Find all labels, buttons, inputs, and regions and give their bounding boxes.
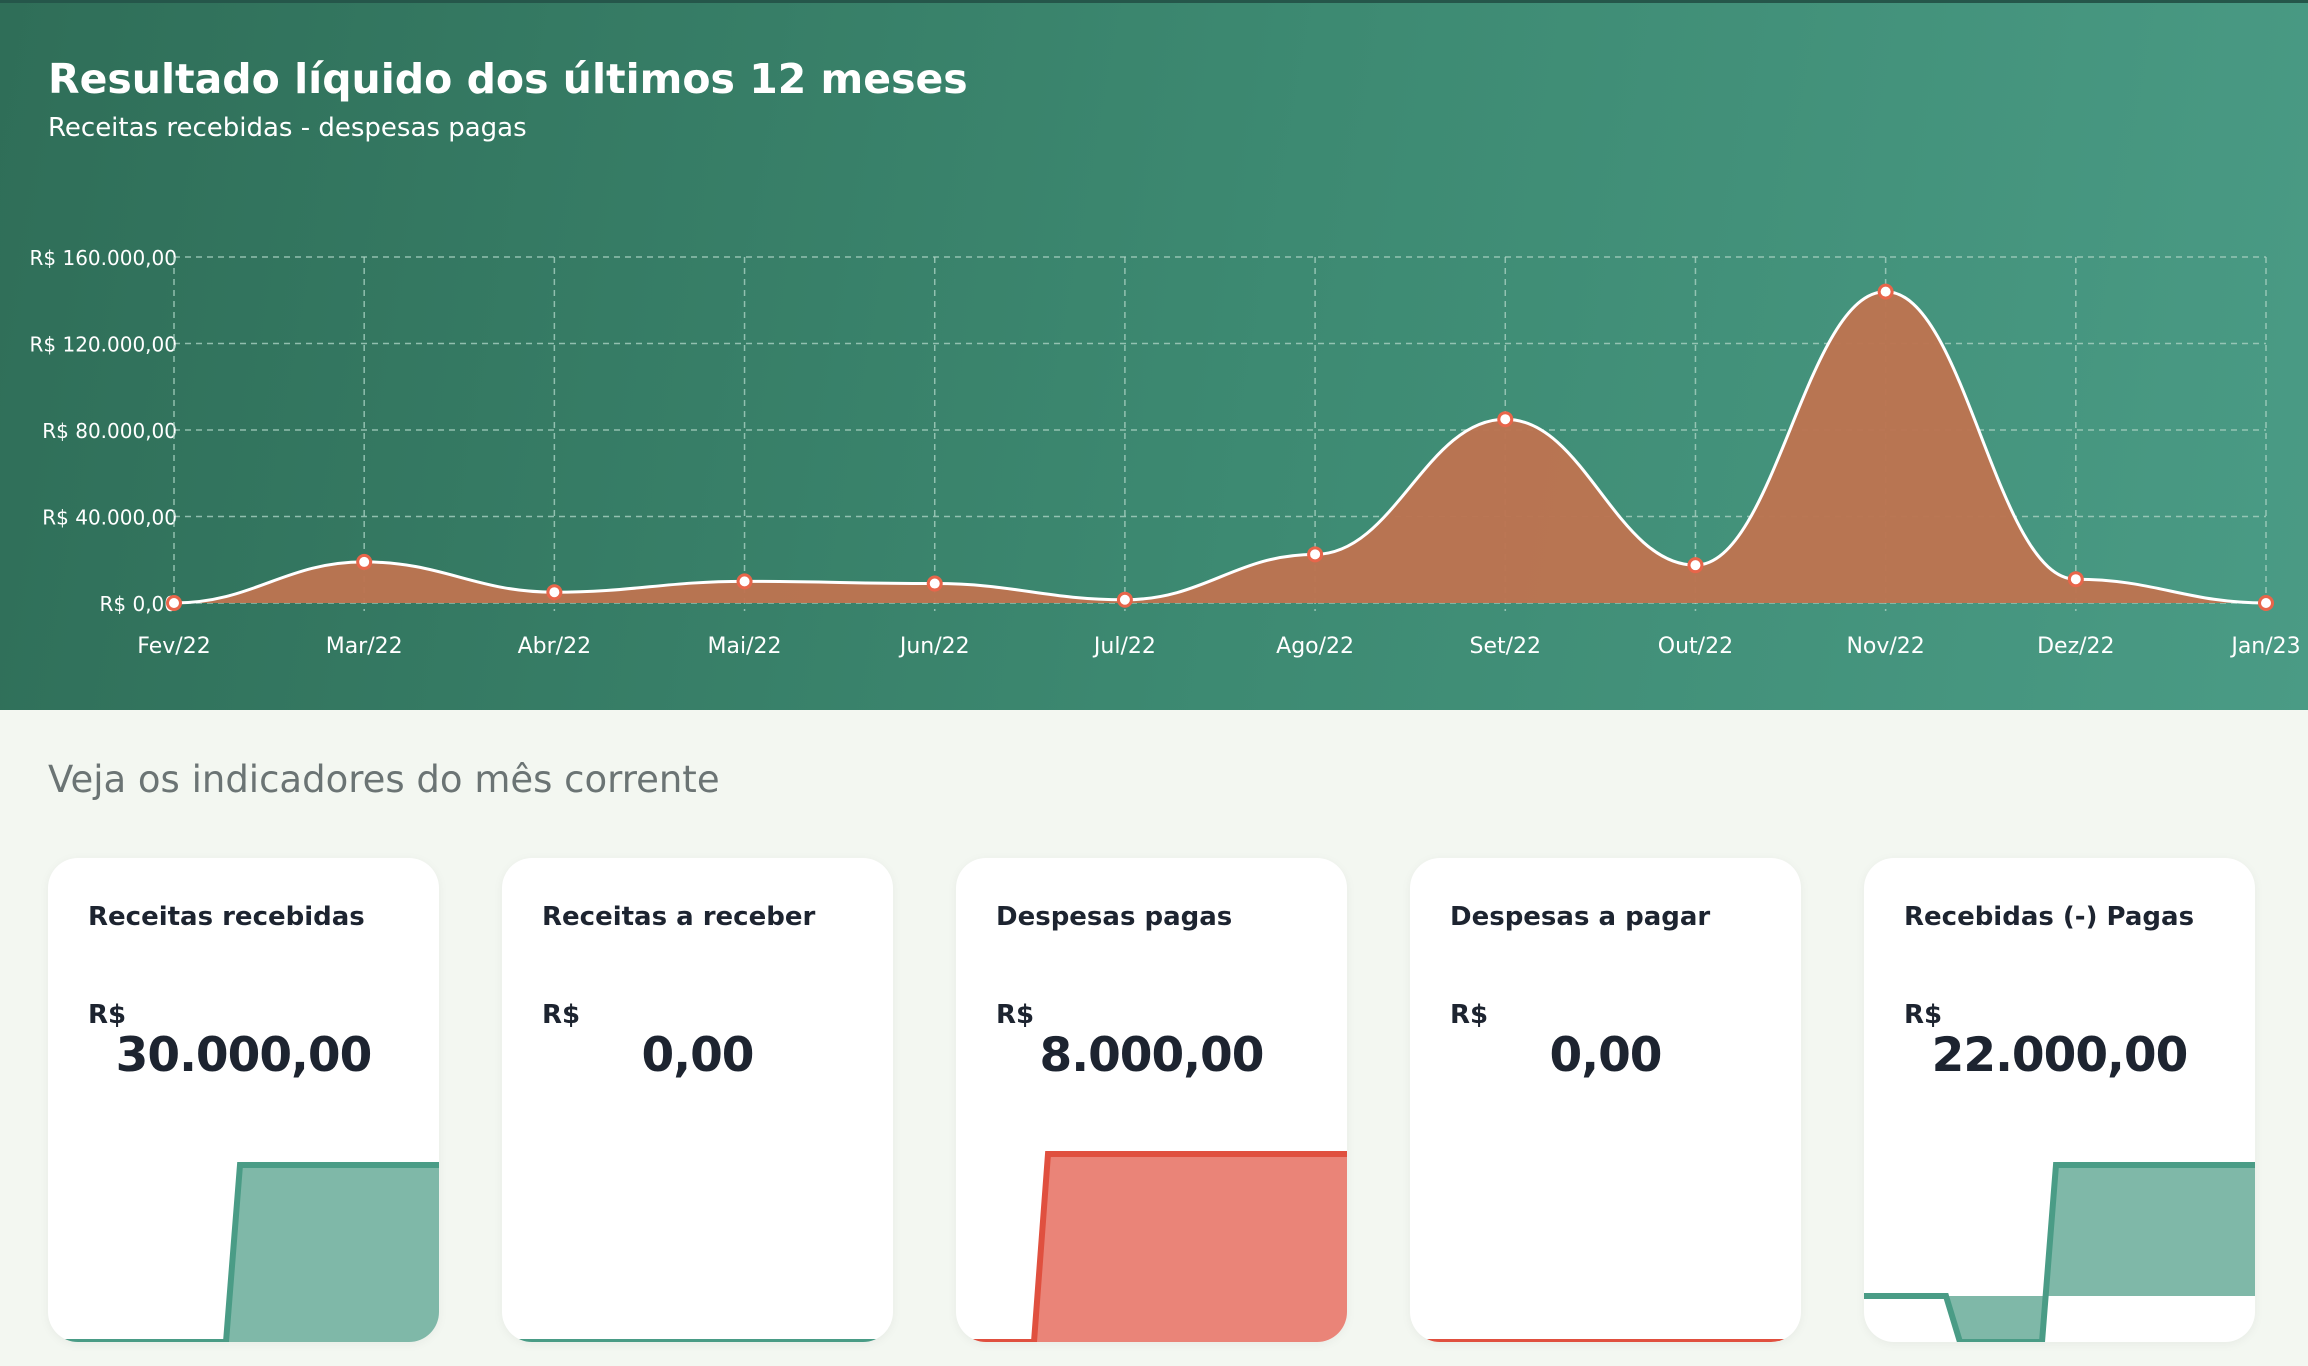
sparkline-area (1864, 1165, 2255, 1342)
card-sparkline (48, 1162, 439, 1342)
data-point (926, 575, 943, 592)
x-tick-label: Jan/23 (2229, 634, 2300, 659)
data-point (2258, 595, 2274, 611)
y-tick-label: R$ 80.000,00 (42, 419, 177, 443)
data-point (1307, 546, 1324, 563)
card-receitas-a-receber: Receitas a receber R$ 0,00 (502, 858, 893, 1342)
sparkline-line (1864, 1162, 2255, 1342)
x-tick-label: Abr/22 (518, 634, 591, 659)
data-point (1877, 283, 1894, 300)
card-sparkline (956, 1151, 1347, 1342)
x-tick-label: Ago/22 (1276, 634, 1354, 659)
x-tick-label: Out/22 (1658, 634, 1733, 659)
y-tick-label: R$ 40.000,00 (42, 506, 177, 530)
data-point (2067, 571, 2084, 588)
x-tick-label: Jun/22 (898, 634, 970, 659)
currency-label: R$ (88, 1000, 127, 1030)
currency-label: R$ (1904, 1000, 1943, 1030)
x-tick-label: Mar/22 (326, 634, 403, 659)
card-title: Recebidas (-) Pagas (1904, 902, 2195, 932)
card-sparkline (1410, 1339, 1801, 1342)
currency-label: R$ (1450, 1000, 1489, 1030)
data-point (1687, 557, 1704, 574)
card-recebidas-menos-pagas: Recebidas (-) Pagas R$ 22.000,00 (1864, 858, 2255, 1342)
card-despesas-a-pagar: Despesas a pagar R$ 0,00 (1410, 858, 1801, 1342)
series-area (174, 291, 2266, 603)
card-despesas-pagas: Despesas pagas R$ 8.000,00 (956, 858, 1347, 1342)
card-title: Despesas a pagar (1450, 902, 1711, 932)
card-title: Receitas recebidas (88, 902, 365, 932)
indicators-heading: Veja os indicadores do mês corrente (48, 758, 720, 801)
chart-panel: Resultado líquido dos últimos 12 meses R… (0, 0, 2308, 710)
x-tick-label: Mai/22 (708, 634, 782, 659)
chart-title: Resultado líquido dos últimos 12 meses (48, 55, 968, 103)
data-point (1116, 591, 1133, 608)
sparkline-area (956, 1154, 1347, 1342)
card-value: 0,00 (641, 1028, 755, 1083)
x-tick-label: Nov/22 (1846, 634, 1924, 659)
data-point (356, 553, 373, 570)
sparkline-area (48, 1165, 439, 1342)
y-tick-label: R$ 120.000,00 (30, 333, 178, 357)
currency-label: R$ (542, 1000, 581, 1030)
card-sparkline (1864, 1162, 2255, 1342)
chart-subtitle: Receitas recebidas - despesas pagas (48, 113, 527, 143)
card-value: 22.000,00 (1931, 1028, 2189, 1083)
sparkline-line (48, 1162, 439, 1342)
data-point (166, 595, 182, 611)
x-tick-label: Dez/22 (2037, 634, 2114, 659)
x-tick-label: Fev/22 (137, 634, 210, 659)
card-value: 0,00 (1549, 1028, 1663, 1083)
card-value: 30.000,00 (115, 1028, 373, 1083)
y-tick-label: R$ 0,00 (99, 592, 177, 616)
data-point (1497, 411, 1514, 428)
x-tick-label: Set/22 (1469, 634, 1541, 659)
card-title: Despesas pagas (996, 902, 1233, 932)
currency-label: R$ (996, 1000, 1035, 1030)
card-sparkline (502, 1339, 893, 1342)
net-result-area-chart: R$ 0,00 R$ 40.000,00 R$ 80.000,00 R$ 120.00… (30, 246, 2301, 659)
card-receitas-recebidas: Receitas recebidas R$ 30.000,00 (48, 858, 439, 1342)
card-value: 8.000,00 (1039, 1028, 1265, 1083)
sparkline-line (956, 1151, 1347, 1342)
data-point (546, 584, 563, 601)
data-point (736, 573, 753, 590)
y-tick-label: R$ 160.000,00 (30, 246, 178, 270)
card-title: Receitas a receber (542, 902, 816, 932)
x-tick-label: Jul/22 (1092, 634, 1156, 659)
